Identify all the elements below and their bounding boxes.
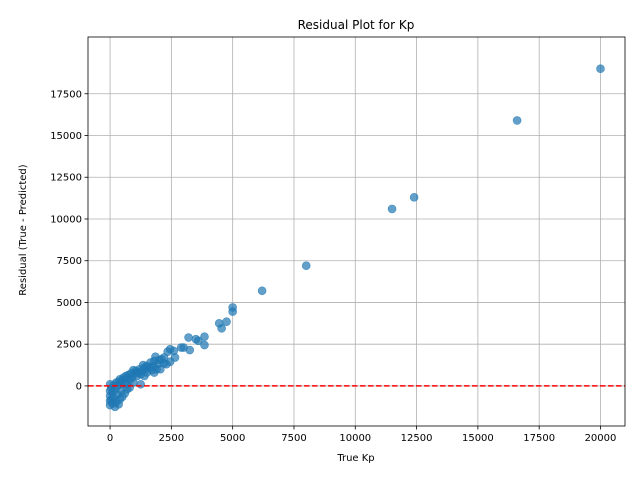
y-tick-label: 0 bbox=[76, 381, 82, 392]
scatter-point bbox=[222, 317, 231, 326]
scatter-point bbox=[121, 379, 131, 389]
y-tick-label: 7500 bbox=[57, 256, 82, 267]
scatter-point bbox=[257, 286, 267, 296]
scatter-point bbox=[301, 261, 311, 271]
y-axis-title: Residual (True - Predicted) bbox=[18, 164, 29, 295]
scatter-point bbox=[409, 192, 419, 202]
scatter-point bbox=[136, 379, 146, 389]
x-tick-label: 10000 bbox=[339, 433, 371, 444]
y-tick-label: 2500 bbox=[57, 340, 82, 351]
y-axis-ticks: 0 2500 5000 7500 10000 12500 15000 17500 bbox=[50, 89, 88, 392]
axes-frame bbox=[87, 36, 626, 427]
y-gridlines bbox=[88, 93, 625, 387]
scatter-point bbox=[142, 368, 152, 377]
x-tick-label: 2500 bbox=[159, 433, 184, 444]
x-tick-label: 12500 bbox=[401, 433, 433, 444]
x-axis-title: True Kp bbox=[336, 453, 374, 464]
x-axis-ticks: 0 2500 5000 7500 10000 12500 15000 17500 20000 bbox=[107, 426, 617, 444]
y-tick-label: 12500 bbox=[50, 173, 82, 184]
scatter-point bbox=[184, 333, 193, 342]
scatter-points bbox=[105, 64, 605, 412]
scatter-point bbox=[387, 204, 397, 214]
y-tick-label: 5000 bbox=[57, 298, 82, 309]
scatter-point bbox=[176, 343, 186, 352]
chart-title: Residual Plot for Kp bbox=[298, 18, 415, 32]
x-tick-label: 0 bbox=[107, 433, 113, 444]
scatter-point bbox=[159, 359, 169, 368]
scatter-point bbox=[200, 340, 209, 350]
y-tick-label: 15000 bbox=[50, 131, 82, 142]
scatter-point bbox=[512, 116, 522, 125]
scatter-point bbox=[228, 307, 237, 316]
scatter-point bbox=[596, 64, 605, 74]
x-gridlines bbox=[109, 37, 601, 426]
scatter-point bbox=[217, 324, 226, 333]
y-tick-label: 17500 bbox=[50, 89, 82, 100]
scatter-point bbox=[194, 336, 203, 346]
y-tick-label: 10000 bbox=[50, 214, 82, 225]
scatter-point bbox=[200, 332, 209, 341]
x-tick-label: 7500 bbox=[281, 433, 306, 444]
x-tick-label: 15000 bbox=[462, 433, 494, 444]
x-tick-label: 17500 bbox=[523, 433, 555, 444]
x-tick-label: 20000 bbox=[585, 433, 617, 444]
x-tick-label: 5000 bbox=[220, 433, 245, 444]
